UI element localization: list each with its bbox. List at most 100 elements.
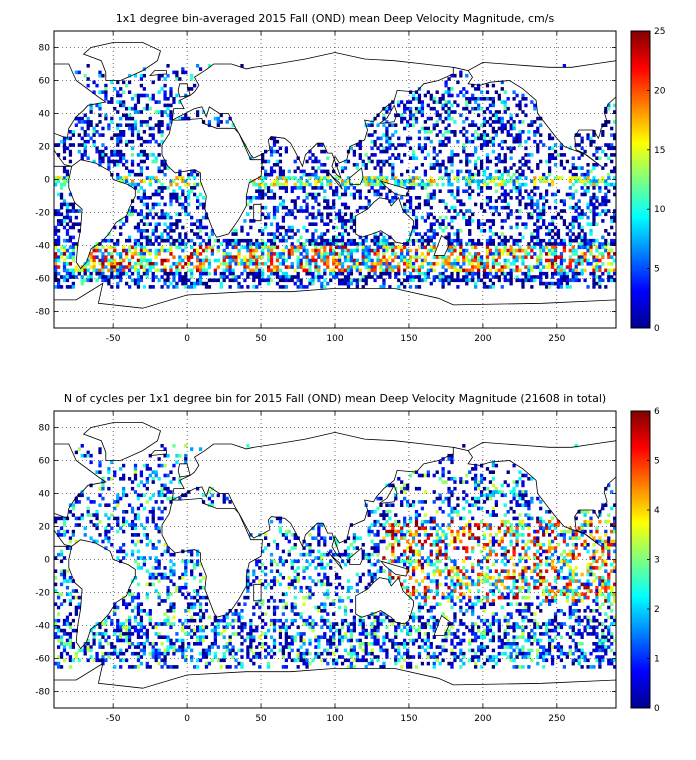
- data-cell: [145, 229, 149, 233]
- data-cell: [598, 278, 602, 283]
- data-cell: [184, 262, 188, 266]
- data-cell: [592, 238, 596, 243]
- data-cell: [394, 182, 398, 187]
- data-cell: [157, 506, 161, 511]
- data-cell: [556, 265, 561, 269]
- data-cell: [491, 536, 496, 540]
- data-cell: [139, 110, 144, 114]
- data-cell: [71, 258, 76, 263]
- data-cell: [500, 179, 504, 184]
- data-cell: [370, 179, 374, 184]
- data-cell: [246, 258, 250, 263]
- data-cell: [136, 533, 141, 537]
- data-cell: [388, 483, 392, 488]
- data-cell: [110, 80, 114, 85]
- data-cell: [154, 222, 158, 226]
- data-cell: [163, 215, 167, 220]
- data-cell: [435, 510, 439, 514]
- data-cell: [317, 275, 321, 279]
- data-cell: [157, 490, 161, 494]
- data-cell: [530, 235, 534, 240]
- data-cell: [317, 166, 321, 170]
- data-cell: [107, 123, 111, 127]
- data-cell: [497, 110, 501, 114]
- data-cell: [308, 149, 312, 154]
- data-cell: [166, 235, 170, 240]
- data-cell: [139, 539, 144, 544]
- data-cell: [568, 285, 572, 289]
- data-cell: [302, 225, 306, 230]
- data-cell: [361, 252, 365, 256]
- data-cell: [65, 212, 70, 217]
- data-cell: [586, 189, 590, 193]
- data-cell: [305, 192, 309, 197]
- data-cell: [349, 268, 354, 273]
- data-cell: [509, 506, 513, 511]
- data-cell: [423, 271, 427, 276]
- data-cell: [491, 513, 496, 517]
- data-cell: [314, 248, 318, 253]
- data-cell: [562, 245, 567, 250]
- data-cell: [352, 278, 357, 283]
- data-cell: [113, 506, 117, 511]
- data-cell: [210, 245, 215, 250]
- data-cell: [607, 268, 611, 273]
- data-cell: [190, 255, 194, 259]
- data-cell: [240, 271, 244, 276]
- data-cell: [151, 543, 155, 547]
- data-cell: [193, 232, 197, 236]
- data-cell: [119, 526, 123, 531]
- data-cell: [550, 271, 555, 276]
- data-cell: [332, 268, 336, 273]
- data-cell: [187, 258, 191, 263]
- data-cell: [382, 146, 386, 151]
- data-cell: [441, 473, 445, 478]
- data-cell: [444, 130, 448, 134]
- data-cell: [444, 143, 448, 147]
- data-cell: [462, 87, 466, 91]
- data-cell: [550, 262, 555, 266]
- data-cell: [601, 271, 605, 276]
- x-tick-label: -50: [106, 334, 121, 344]
- data-cell: [364, 252, 368, 256]
- data-cell: [447, 179, 451, 184]
- data-cell: [261, 192, 265, 197]
- data-cell: [157, 278, 161, 283]
- data-cell: [284, 146, 288, 151]
- data-cell: [163, 212, 167, 217]
- data-cell: [308, 533, 312, 537]
- data-cell: [420, 500, 425, 504]
- data-cell: [234, 232, 238, 236]
- data-cell: [65, 169, 70, 174]
- data-cell: [476, 172, 481, 177]
- data-cell: [195, 278, 200, 283]
- data-cell: [364, 196, 368, 200]
- data-cell: [139, 143, 144, 147]
- data-cell: [414, 110, 419, 114]
- data-cell: [411, 182, 416, 187]
- data-cell: [509, 156, 513, 160]
- data-cell: [476, 133, 481, 137]
- data-cell: [83, 268, 87, 273]
- data-cell: [184, 275, 188, 279]
- data-cell: [370, 546, 374, 550]
- data-cell: [485, 258, 490, 263]
- data-cell: [518, 199, 522, 203]
- data-cell: [240, 245, 244, 250]
- data-cell: [166, 123, 170, 127]
- data-cell: [272, 252, 277, 256]
- data-cell: [142, 533, 146, 537]
- data-cell: [160, 130, 164, 134]
- data-cell: [515, 196, 519, 200]
- data-cell: [349, 255, 354, 259]
- data-cell: [148, 176, 152, 180]
- data-cell: [201, 281, 206, 286]
- data-cell: [287, 278, 291, 283]
- data-cell: [361, 242, 365, 246]
- data-cell: [447, 106, 451, 111]
- data-cell: [556, 189, 561, 193]
- data-cell: [441, 258, 445, 263]
- data-cell: [127, 106, 132, 111]
- data-cell: [222, 271, 226, 276]
- data-cell: [420, 258, 425, 263]
